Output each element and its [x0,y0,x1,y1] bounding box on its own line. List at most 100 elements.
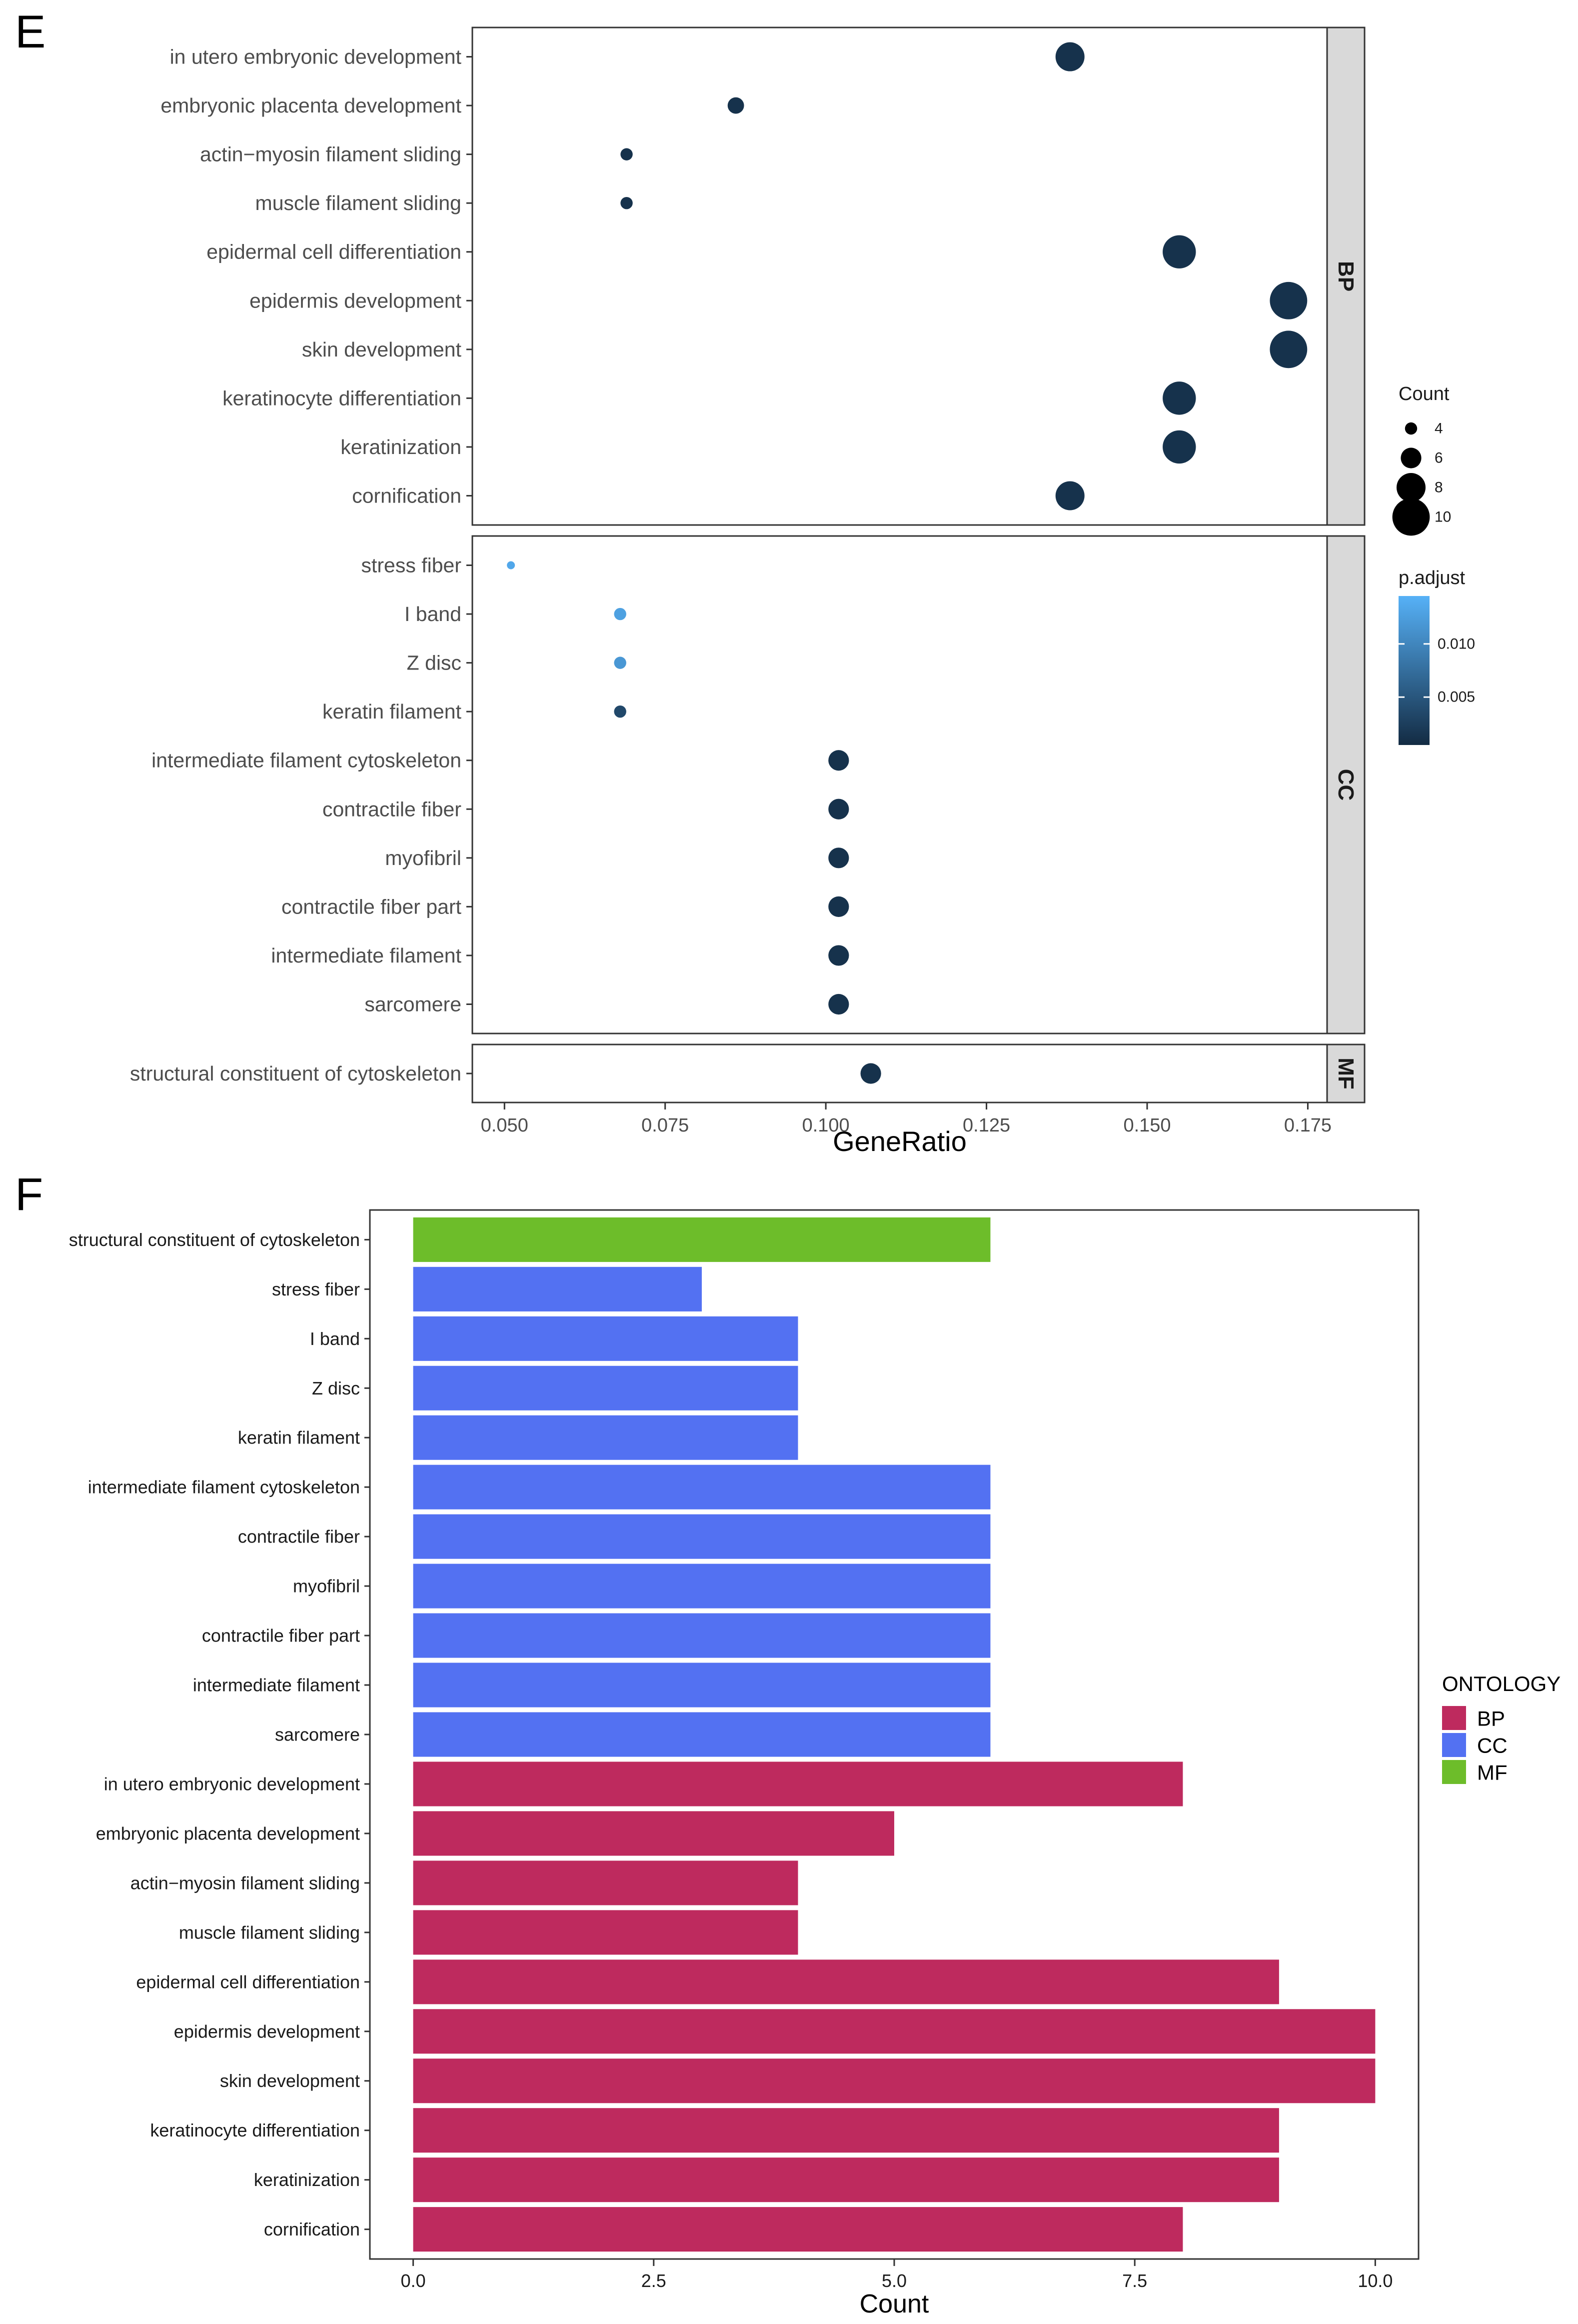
y-tick-label: actin−myosin filament sliding [130,1872,360,1893]
facet-strip-cc [1326,535,1366,1034]
y-tick-label: in utero embryonic development [104,1774,360,1794]
facet-strip-mf [1326,1044,1366,1104]
bar [413,2058,1376,2104]
y-tick-label: intermediate filament cytoskeleton [151,749,461,772]
bar [413,1613,991,1658]
bar [413,2108,1279,2153]
color-bar [1399,596,1430,745]
data-point [620,148,633,160]
size-legend-key [1392,498,1430,536]
bar [413,2009,1376,2054]
y-tick-label: stress fiber [361,554,462,577]
size-legend-label: 4 [1435,420,1443,437]
legend-key [1442,1760,1466,1784]
y-tick-label: epidermal cell differentiation [136,1972,360,1992]
x-axis-title: Count [860,2290,929,2318]
x-tick-label: 0.125 [963,1115,1010,1136]
legend-label: BP [1477,1707,1505,1730]
size-legend-label: 6 [1435,450,1443,466]
bar [413,1464,991,1510]
y-tick-label: contractile fiber part [202,1626,360,1646]
size-legend-label: 8 [1435,480,1443,496]
size-legend-title: Count [1399,384,1450,404]
panel-e-letter: E [15,6,45,58]
data-point [1163,382,1196,415]
y-tick-label: keratin filament [322,700,462,723]
y-tick-label: Z disc [312,1378,360,1398]
y-tick-label: structural constituent of cytoskeleton [130,1062,461,1085]
legend-label: MF [1477,1761,1508,1784]
data-point [614,608,626,620]
bar [413,1762,1183,1806]
legend-title: ONTOLOGY [1442,1672,1561,1696]
x-tick-label: 2.5 [641,2270,666,2291]
facet-strip-label-bp: BP [1334,261,1358,292]
bar-chart: structural constituent of cytoskeleton st… [69,1209,1561,2318]
bar [413,1217,991,1262]
y-tick-label: embryonic placenta development [96,1823,360,1844]
color-legend-title: p.adjust [1399,568,1466,588]
panel-f-letter: F [15,1169,43,1220]
data-point [507,561,515,570]
data-point [1270,330,1308,368]
x-tick-label: 5.0 [882,2270,907,2291]
bar [413,1960,1279,2004]
bar [413,1564,991,1608]
data-point [828,798,849,820]
x-tick-label: 0.0 [401,2270,426,2291]
facet-panel-bp [471,26,1328,526]
x-tick-label: 0.175 [1284,1115,1332,1136]
data-point [1055,42,1085,72]
legend-label: CC [1477,1734,1508,1758]
legend-key [1442,1733,1466,1757]
bar [413,1266,702,1312]
bar [413,1316,798,1361]
y-tick-label: keratinization [254,2170,360,2190]
data-point [727,97,744,114]
y-tick-label: Z disc [407,652,461,674]
data-point [828,994,849,1015]
y-tick-label: contractile fiber part [281,895,462,918]
y-tick-label: myofibril [385,846,461,870]
y-tick-label: epidermis development [249,289,462,312]
y-tick-label: skin development [302,338,462,361]
bar [413,2207,1183,2252]
data-point [1270,282,1308,320]
x-tick-label: 0.075 [641,1115,689,1136]
y-tick-label: keratinocyte differentiation [150,2120,360,2140]
dot-plot: BP in utero embryonic development embryoni… [130,26,1475,1157]
y-tick-label: I band [310,1328,360,1349]
y-tick-label: epidermal cell differentiation [206,240,461,264]
y-tick-label: muscle filament sliding [179,1922,360,1942]
data-point [614,656,626,669]
color-legend-label: 0.005 [1438,689,1475,706]
facet-strip-bp [1326,26,1366,526]
bar [413,1860,798,1906]
bar [413,1811,894,1856]
size-legend-key [1401,448,1422,468]
y-tick-label: cornification [264,2219,360,2240]
data-point [828,750,849,771]
y-tick-label: embryonic placenta development [160,94,461,117]
bar [413,1910,798,1955]
x-tick-label: 0.100 [802,1115,850,1136]
legend-key [1442,1706,1466,1730]
y-tick-label: muscle filament sliding [255,192,461,214]
data-point [1163,430,1196,464]
size-legend-key [1397,473,1426,502]
facet-strip-label-mf: MF [1334,1058,1358,1090]
y-tick-label: in utero embryonic development [170,46,462,68]
color-legend-label: 0.010 [1438,636,1475,652]
bar [413,1415,798,1460]
x-tick-label: 10.0 [1358,2270,1393,2291]
x-tick-label: 0.050 [481,1115,528,1136]
bar [413,2158,1279,2202]
facet-panel-mf [471,1044,1328,1104]
y-tick-label: keratinization [340,436,461,458]
bar [413,1514,991,1559]
data-point [1163,235,1196,268]
data-point [614,705,626,718]
y-tick-label: keratin filament [238,1428,360,1448]
y-tick-label: intermediate filament [193,1675,360,1696]
